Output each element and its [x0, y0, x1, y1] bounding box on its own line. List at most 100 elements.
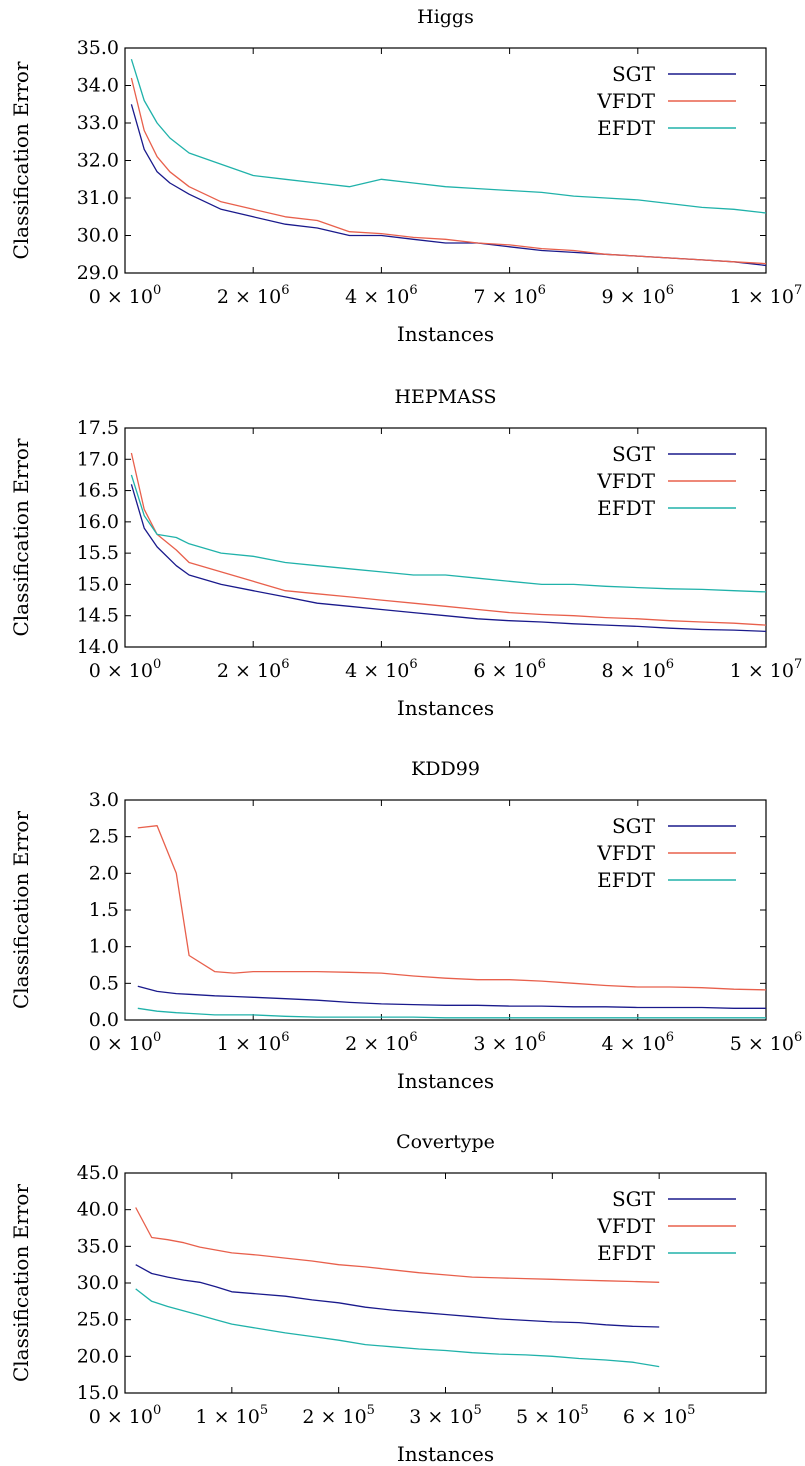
x-tick-label: 1 × 105	[196, 1403, 269, 1428]
x-tick-exponent: 6	[666, 657, 674, 672]
x-tick-label: 0 × 100	[89, 1030, 162, 1055]
x-tick-exponent: 6	[538, 283, 546, 298]
x-tick-label: 5 × 106	[730, 1030, 803, 1055]
x-axis-label: Instances	[397, 1069, 494, 1093]
x-tick-label: 1 × 107	[730, 657, 803, 682]
x-tick-exponent: 5	[687, 1403, 695, 1418]
y-tick-label: 15.0	[77, 1382, 119, 1404]
y-axis-label: Classification Error	[9, 438, 33, 636]
y-tick-label: 20.0	[77, 1345, 119, 1367]
x-tick-label: 0 × 100	[89, 283, 162, 308]
x-tick-label: 1 × 107	[730, 283, 803, 308]
series-line-vfdt	[130, 452, 767, 626]
y-tick-label: 34.0	[77, 75, 119, 97]
x-tick-label: 7 × 106	[473, 283, 546, 308]
x-tick-label: 9 × 106	[602, 283, 675, 308]
legend-label-sgt: SGT	[612, 814, 656, 838]
x-tick-label: 3 × 106	[473, 1030, 546, 1055]
y-tick-label: 17.0	[77, 448, 119, 470]
x-tick-mantissa: 8 × 10	[602, 660, 666, 682]
series-line-vfdt	[130, 77, 767, 265]
y-tick-label: 2.0	[89, 862, 119, 884]
x-tick-label: 0 × 100	[89, 1403, 162, 1428]
x-tick-label: 6 × 105	[623, 1403, 696, 1428]
x-tick-exponent: 6	[409, 657, 417, 672]
x-tick-exponent: 6	[538, 657, 546, 672]
x-axis-label: Instances	[397, 1442, 494, 1466]
x-tick-mantissa: 0 × 10	[89, 286, 153, 308]
y-axis-label: Classification Error	[9, 811, 33, 1009]
legend-label-vfdt: VFDT	[596, 469, 655, 493]
x-tick-exponent: 5	[367, 1403, 375, 1418]
x-tick-exponent: 6	[538, 1030, 546, 1045]
chart-title: Higgs	[417, 6, 474, 28]
x-tick-exponent: 6	[409, 283, 417, 298]
y-tick-label: 31.0	[77, 187, 119, 209]
legend-label-sgt: SGT	[612, 1187, 656, 1211]
x-tick-exponent: 5	[580, 1403, 588, 1418]
y-tick-label: 35.0	[77, 1235, 119, 1257]
series-line-sgt	[137, 985, 766, 1009]
series-line-efdt	[135, 1288, 660, 1368]
x-tick-mantissa: 0 × 10	[89, 1406, 153, 1428]
y-tick-label: 32.0	[77, 150, 119, 172]
y-tick-label: 40.0	[77, 1199, 119, 1221]
legend-label-efdt: EFDT	[597, 868, 656, 892]
x-tick-exponent: 0	[153, 1030, 161, 1045]
x-axis-label: Instances	[397, 696, 494, 720]
x-tick-mantissa: 5 × 10	[516, 1406, 580, 1428]
y-tick-label: 0.5	[89, 972, 119, 994]
x-tick-mantissa: 4 × 10	[345, 660, 409, 682]
x-tick-exponent: 6	[281, 283, 289, 298]
y-tick-label: 15.0	[77, 573, 119, 595]
y-tick-label: 25.0	[77, 1309, 119, 1331]
x-tick-label: 2 × 106	[345, 1030, 418, 1055]
x-tick-mantissa: 7 × 10	[473, 286, 537, 308]
y-tick-label: 16.0	[77, 511, 119, 533]
y-axis-label: Classification Error	[9, 1184, 33, 1382]
chart-title: HEPMASS	[394, 386, 496, 408]
series-line-efdt	[130, 474, 767, 593]
x-tick-mantissa: 6 × 10	[473, 660, 537, 682]
y-tick-label: 15.5	[77, 542, 119, 564]
y-axis-label: Classification Error	[9, 61, 33, 259]
series-line-efdt	[137, 1007, 766, 1019]
x-tick-label: 1 × 106	[217, 1030, 290, 1055]
legend-label-vfdt: VFDT	[596, 89, 655, 113]
x-tick-mantissa: 0 × 10	[89, 1033, 153, 1055]
y-tick-label: 35.0	[77, 37, 119, 59]
chart-title: KDD99	[411, 758, 480, 780]
x-tick-mantissa: 9 × 10	[602, 286, 666, 308]
x-tick-exponent: 7	[794, 657, 802, 672]
x-tick-exponent: 6	[794, 1030, 802, 1045]
chart-panel-2: HEPMASS 14.0 14.5 15.0 15.5 16.0 16.5 17.0 17.5 0…	[9, 386, 802, 720]
x-tick-mantissa: 1 × 10	[196, 1406, 260, 1428]
legend-label-efdt: EFDT	[597, 1241, 656, 1265]
y-tick-label: 17.5	[77, 417, 119, 439]
chart-panel-1: Higgs 29.0 30.0 31.0 32.0 33.0 34.0 35.0 0 × 100…	[9, 6, 802, 346]
series-line-sgt	[135, 1264, 660, 1328]
y-tick-label: 29.0	[77, 262, 119, 284]
x-tick-mantissa: 3 × 10	[409, 1406, 473, 1428]
x-tick-exponent: 6	[666, 283, 674, 298]
x-tick-mantissa: 1 × 10	[730, 286, 794, 308]
x-tick-exponent: 6	[666, 1030, 674, 1045]
legend-label-efdt: EFDT	[597, 496, 656, 520]
x-tick-label: 5 × 105	[516, 1403, 589, 1428]
y-tick-label: 14.5	[77, 605, 119, 627]
y-tick-label: 1.0	[89, 936, 119, 958]
series-line-vfdt	[137, 825, 767, 991]
y-tick-label: 14.0	[77, 636, 119, 658]
x-tick-mantissa: 4 × 10	[602, 1033, 666, 1055]
y-tick-label: 33.0	[77, 112, 119, 134]
x-tick-mantissa: 2 × 10	[345, 1033, 409, 1055]
x-tick-mantissa: 5 × 10	[730, 1033, 794, 1055]
x-tick-mantissa: 3 × 10	[473, 1033, 537, 1055]
x-tick-mantissa: 0 × 10	[89, 660, 153, 682]
series-line-efdt	[130, 59, 767, 214]
chart-title: Covertype	[396, 1131, 495, 1153]
series-line-vfdt	[135, 1207, 660, 1283]
x-tick-mantissa: 2 × 10	[217, 286, 281, 308]
x-tick-exponent: 0	[153, 1403, 161, 1418]
